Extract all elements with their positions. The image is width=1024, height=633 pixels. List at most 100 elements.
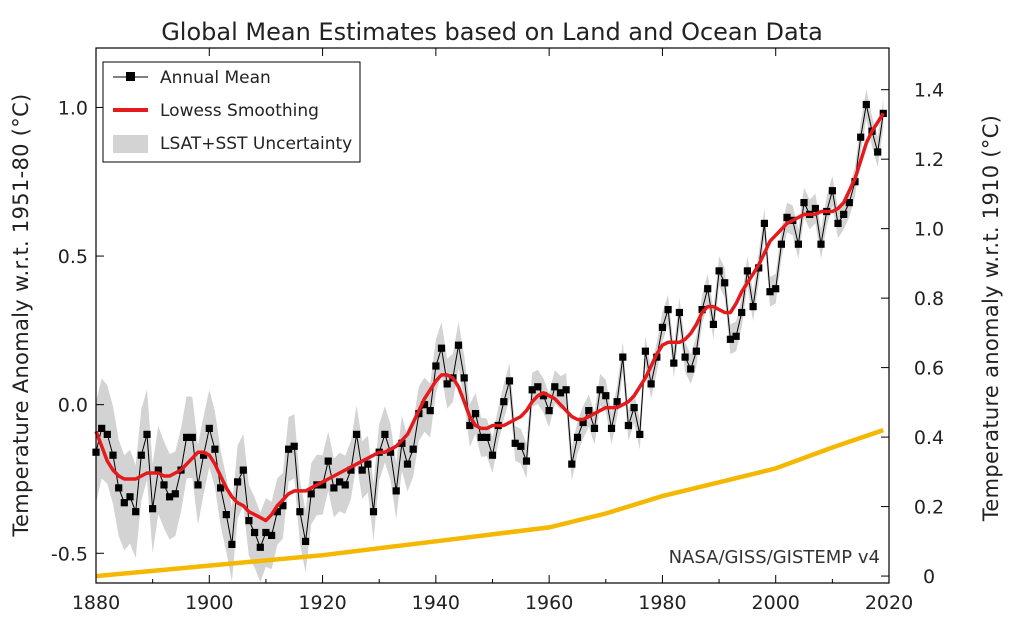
annual-mean-point: [120, 499, 128, 507]
annual-mean-point: [296, 508, 304, 516]
annual-mean-point: [794, 240, 802, 248]
annual-mean-point: [579, 418, 587, 427]
annual-mean-point: [760, 219, 768, 227]
annual-mean-point: [675, 308, 683, 317]
annual-mean-point: [205, 424, 213, 432]
annual-mean-point: [488, 451, 497, 459]
annual-mean-point: [222, 511, 230, 519]
y2-tick-label: 1.4: [914, 80, 944, 102]
y-axis-right-title: Temperature anomaly w.r.t. 1910 (°C): [979, 115, 1003, 522]
annual-mean-point: [687, 365, 695, 373]
annual-mean-point: [403, 460, 412, 468]
annual-mean-point: [369, 508, 378, 516]
annual-mean-point: [670, 359, 678, 367]
annual-mean-point: [251, 528, 259, 537]
annual-mean-point: [245, 517, 253, 525]
annual-mean-point: [279, 502, 287, 510]
annual-mean-point: [800, 199, 808, 207]
annual-mean-point: [772, 285, 780, 293]
y-tick-label: 0.5: [58, 246, 88, 268]
legend-smooth-label: Lowess Smoothing: [160, 101, 319, 121]
annual-mean-point: [426, 407, 434, 415]
annual-mean-point: [545, 407, 553, 415]
annual-mean-point: [217, 484, 225, 492]
annual-mean-point: [200, 451, 208, 459]
annual-mean-point: [692, 347, 700, 355]
annual-mean-point: [602, 392, 610, 400]
annual-mean-point: [619, 353, 627, 361]
annual-mean-point: [160, 481, 168, 489]
annual-mean-point: [539, 392, 548, 400]
annual-mean-point: [698, 306, 706, 314]
x-tick-label: 2000: [752, 592, 800, 614]
y-axis-left: -0.5 0.0 0.5 1.0: [51, 97, 104, 565]
annual-mean-point: [845, 199, 853, 207]
annual-mean-point: [432, 362, 440, 370]
annual-mean-point: [307, 490, 315, 498]
annual-mean-point: [732, 332, 740, 340]
credit-label: NASA/GISS/GISTEMP v4: [669, 547, 880, 568]
annual-mean-point: [500, 398, 508, 406]
y2-tick-label: 0.6: [914, 358, 944, 380]
x-axis: 1880 1900 1920 1940 1960 1980 2000 2020: [72, 48, 913, 614]
annual-mean-point: [641, 347, 649, 355]
x-tick-label: 2020: [865, 592, 913, 614]
annual-mean-point: [573, 433, 582, 441]
annual-mean-point: [840, 210, 848, 218]
annual-mean-point: [364, 460, 372, 468]
legend-annual-label: Annual Mean: [160, 68, 271, 88]
annual-mean-point: [607, 424, 616, 432]
annual-mean-point: [743, 267, 751, 275]
annual-mean-point: [517, 442, 525, 450]
y-tick-label: 0.0: [58, 395, 88, 417]
annual-mean-point: [302, 537, 310, 545]
annual-mean-point: [749, 303, 757, 311]
annual-mean-point: [149, 505, 157, 513]
legend: Annual Mean Lowess Smoothing LSAT+SST Un…: [102, 61, 361, 163]
annual-mean-point: [98, 424, 106, 432]
annual-mean-point: [262, 528, 270, 537]
annual-mean-point: [568, 460, 576, 468]
annual-mean-point: [874, 148, 882, 156]
annual-mean-point: [613, 398, 621, 406]
annual-mean-point: [726, 335, 734, 343]
annual-mean-point: [183, 433, 191, 441]
y-axis-left-title: Temperature Anomaly w.r.t. 1951-80 (°C): [9, 93, 33, 537]
y2-tick-label: 1.2: [914, 149, 944, 171]
annual-mean-point: [132, 508, 140, 516]
legend-annual-marker: [126, 72, 135, 81]
annual-mean-point: [460, 374, 468, 382]
annual-mean-point: [556, 389, 565, 397]
annual-mean-point: [596, 386, 604, 394]
annual-mean-point: [811, 204, 819, 213]
annual-mean-point: [211, 445, 219, 453]
x-tick-label: 1920: [298, 592, 346, 614]
annual-mean-point: [409, 445, 417, 453]
annual-mean-point: [443, 380, 451, 388]
annual-mean-point: [522, 457, 531, 465]
annual-mean-point: [721, 279, 729, 287]
annual-mean-point: [420, 401, 429, 409]
annual-mean-point: [715, 267, 723, 275]
annual-mean-point: [511, 439, 519, 447]
annual-mean-point: [319, 481, 327, 489]
annual-mean-point: [347, 466, 355, 474]
annual-mean-point: [471, 410, 480, 418]
annual-mean-point: [188, 433, 196, 441]
annual-mean-point: [143, 430, 151, 438]
chart-title: Global Mean Estimates based on Land and …: [161, 18, 823, 46]
annual-mean-point: [879, 109, 887, 117]
y2-tick-label: 0: [923, 566, 935, 588]
annual-mean-point: [664, 306, 672, 314]
annual-mean-point: [483, 433, 491, 441]
annual-mean-point: [228, 540, 236, 548]
annual-mean-point: [534, 383, 542, 391]
annual-mean-point: [341, 481, 349, 489]
annual-mean-point: [551, 383, 559, 391]
annual-mean-point: [137, 451, 145, 459]
annual-mean-point: [234, 478, 242, 486]
annual-mean-point: [268, 531, 276, 539]
x-tick-label: 1880: [72, 592, 120, 614]
annual-mean-point: [505, 377, 514, 385]
annual-mean-point: [783, 213, 791, 221]
